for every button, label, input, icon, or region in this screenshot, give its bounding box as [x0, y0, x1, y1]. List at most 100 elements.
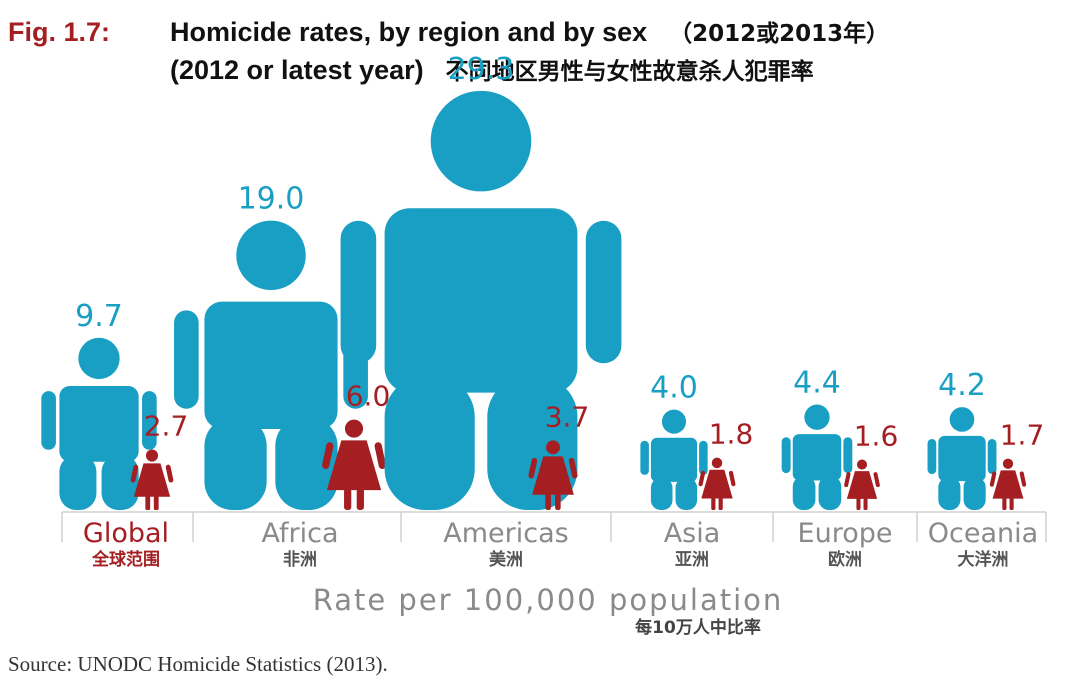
male-figure-right-arm	[585, 220, 622, 364]
male-figure-right-arm	[142, 391, 157, 450]
female-figure-head	[856, 459, 868, 470]
male-value-label: 19.0	[238, 182, 305, 217]
male-figure-torso	[59, 386, 139, 462]
male-figure-torso	[384, 208, 578, 393]
male-figure-left-arm	[340, 220, 377, 364]
male-figure-left-arm	[640, 440, 649, 475]
male-figure-right-leg	[275, 417, 338, 510]
male-figure-left-arm	[41, 391, 56, 450]
category-label-chinese: 非洲	[283, 549, 317, 570]
male-figure-torso	[204, 301, 338, 429]
category-label-chinese: 美洲	[489, 549, 523, 570]
x-axis-label-chinese: 每10万人中比率	[635, 617, 761, 638]
title-line-2: (2012 or latest year) 不同地区男性与女性故意杀人犯罪率	[8, 52, 1074, 86]
male-figure-head	[236, 220, 306, 291]
title-block: Fig. 1.7: Homicide rates, by region and …	[8, 14, 1074, 86]
male-figure	[927, 407, 997, 510]
title-english: Homicide rates, by region and by sex	[170, 17, 648, 47]
category-label-chinese: 大洋洲	[958, 549, 1009, 570]
male-figure-right-leg	[818, 476, 842, 510]
male-figure-right-leg	[963, 477, 986, 510]
male-figure-left-leg	[792, 476, 816, 510]
female-figure-head	[546, 440, 560, 455]
female-figure-head	[145, 449, 159, 462]
male-figure-left-leg	[384, 375, 475, 510]
male-value-label: 4.2	[938, 368, 986, 403]
female-figure-dress	[532, 456, 574, 495]
female-figure-right-arm	[374, 442, 386, 469]
female-figure	[322, 419, 386, 510]
male-value-label: 4.4	[793, 366, 841, 401]
female-figure-left-leg	[545, 493, 551, 510]
male-figure-torso	[792, 434, 842, 481]
female-figure-left-arm	[322, 442, 334, 469]
category-label: Americas	[443, 518, 568, 549]
male-figure-torso	[650, 437, 698, 482]
category-label: Europe	[798, 518, 893, 549]
male-figure-head	[804, 404, 830, 430]
male-figure-right-arm	[699, 440, 708, 475]
male-figure	[340, 90, 622, 510]
female-value-label: 1.6	[854, 419, 899, 452]
female-figure-right-leg	[1009, 497, 1014, 510]
female-figure-head	[711, 457, 723, 469]
male-figure-left-leg	[59, 454, 97, 510]
source-note: Source: UNODC Homicide Statistics (2013)…	[8, 652, 388, 676]
x-axis-label: Rate per 100,000 population	[313, 583, 784, 617]
male-figure	[781, 404, 853, 510]
female-figure-dress	[846, 471, 878, 499]
category-label: Global	[83, 518, 169, 549]
female-figure-right-leg	[356, 488, 364, 510]
male-figure-left-arm	[174, 310, 199, 409]
male-value-label: 4.0	[650, 371, 698, 406]
male-figure-left-arm	[927, 438, 937, 474]
male-figure-head	[430, 90, 532, 192]
female-figure-head	[344, 419, 364, 438]
female-figure-dress	[701, 469, 733, 499]
male-figure	[640, 409, 708, 510]
female-figure-right-arm	[873, 472, 880, 488]
category-label-chinese: 全球范围	[91, 549, 160, 570]
male-figure-right-leg	[675, 477, 698, 510]
female-figure-left-arm	[130, 464, 139, 483]
category-label: Oceania	[928, 518, 1038, 549]
female-figure-left-leg	[344, 488, 352, 510]
figure-label: Fig. 1.7:	[8, 17, 111, 47]
female-figure-left-leg	[145, 495, 151, 510]
male-figure	[41, 337, 157, 510]
female-figure-right-arm	[1019, 471, 1027, 487]
male-figure-left-leg	[650, 477, 673, 510]
male-figure-head	[78, 337, 120, 380]
male-figure-torso	[938, 435, 986, 482]
title-chinese-years: （2012或2013年）	[669, 21, 890, 47]
female-figure-left-leg	[1002, 497, 1007, 510]
category-label-chinese: 亚洲	[675, 550, 709, 570]
female-figure	[989, 458, 1027, 510]
male-figure-head	[949, 407, 975, 432]
female-figure-dress	[326, 440, 382, 491]
female-figure-right-leg	[555, 493, 561, 510]
female-figure-right-arm	[165, 464, 174, 483]
male-figure-left-leg	[204, 417, 267, 510]
female-value-label: 1.7	[1000, 419, 1045, 452]
female-figure	[130, 449, 174, 510]
female-figure	[698, 457, 736, 510]
category-label: Asia	[664, 518, 721, 549]
title-chinese: 不同地区男性与女性故意杀人犯罪率	[445, 59, 814, 85]
female-value-label: 3.7	[545, 400, 590, 433]
female-figure-left-arm	[528, 457, 538, 479]
female-figure-left-arm	[989, 471, 997, 487]
female-figure	[844, 459, 880, 510]
title-line-1: Fig. 1.7: Homicide rates, by region and …	[8, 14, 1074, 48]
female-value-label: 2.7	[144, 410, 189, 443]
female-value-label: 6.0	[346, 380, 391, 413]
female-figure-head	[1002, 458, 1014, 469]
female-figure-left-leg	[856, 497, 861, 510]
female-figure	[528, 440, 578, 510]
male-figure-right-leg	[101, 454, 139, 510]
female-figure-right-leg	[718, 497, 723, 510]
female-figure-left-arm	[698, 470, 706, 487]
female-figure-right-arm	[728, 470, 736, 487]
female-figure-right-arm	[568, 457, 578, 479]
male-figure-left-leg	[938, 477, 961, 510]
